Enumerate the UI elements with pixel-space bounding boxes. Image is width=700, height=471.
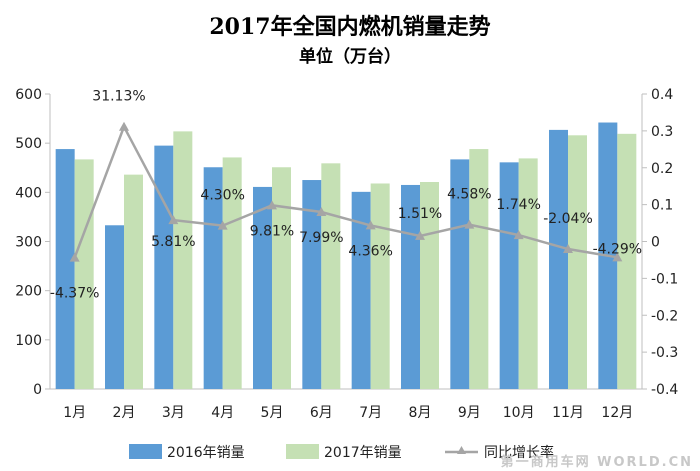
growth-label-12: -4.29%	[593, 241, 643, 257]
growth-label-3: 5.81%	[151, 234, 195, 250]
growth-label-10: 1.74%	[496, 197, 540, 213]
x-tick-label: 5月	[261, 405, 284, 421]
growth-label-2: 31.13%	[92, 89, 145, 105]
growth-marker-1	[69, 252, 80, 262]
legend-label-2016: 2016年销量	[167, 445, 245, 461]
x-tick-label: 7月	[359, 405, 382, 421]
y-tick-label-left: 200	[15, 284, 42, 300]
bar-2016-6	[302, 180, 322, 389]
y-tick-label-right: -0.2	[651, 308, 678, 324]
y-ticks-right: -0.4 -0.3 -0.2 -0.1 0 0.1 0.2 0.3 0.4	[642, 87, 678, 398]
growth-marker-10	[513, 230, 524, 240]
bar-2016-5	[253, 186, 272, 389]
chart-title: 2017年全国内燃机销量走势	[209, 14, 490, 40]
bar-2017-12	[617, 133, 637, 389]
growth-label-8: 1.51%	[398, 206, 442, 222]
growth-marker-2	[119, 121, 129, 131]
x-tick-label: 9月	[458, 405, 481, 421]
growth-label-9: 4.58%	[447, 187, 491, 203]
bar-2016-1	[55, 149, 75, 389]
growth-marker-8	[415, 230, 425, 240]
growth-label-11: -2.04%	[543, 211, 593, 227]
growth-label-6: 7.99%	[299, 230, 343, 246]
bar-2017-4	[222, 157, 242, 389]
y-tick-label-right: 0.2	[651, 161, 673, 177]
y-tick-label-right: -0.4	[651, 382, 678, 398]
growth-marker-3	[168, 215, 179, 225]
x-tick-label: 11月	[552, 405, 584, 421]
x-tick-label: 8月	[409, 405, 432, 421]
bar-2017-2	[124, 174, 143, 389]
bar-2017-10	[518, 158, 538, 389]
bar-2017-3	[173, 131, 193, 389]
growth-marker-5	[267, 200, 277, 210]
bar-2016-3	[154, 145, 174, 389]
growth-marker-7	[365, 220, 376, 230]
y-tick-label-left: 400	[15, 185, 42, 201]
bar-2016-4	[203, 167, 223, 389]
y-tick-label-left: 500	[15, 136, 42, 152]
growth-label-1: -4.37%	[50, 286, 100, 302]
legend-label-2017: 2017年销量	[324, 445, 402, 461]
growth-label-7: 4.36%	[348, 243, 392, 259]
legend: 2016年销量 2017年销量 同比增长率	[129, 444, 554, 461]
growth-marker-6	[316, 207, 327, 217]
chart-subtitle: 单位（万台）	[299, 46, 401, 67]
y-tick-label-right: 0.4	[651, 87, 673, 103]
x-tick-label: 4月	[211, 405, 234, 421]
bar-2017-5	[272, 167, 291, 389]
x-tick-label: 2月	[113, 405, 136, 421]
growth-label-5: 9.81%	[250, 223, 294, 239]
bar-2017-7	[370, 183, 390, 389]
y-tick-label-right: 0.1	[651, 198, 673, 214]
y-tick-label-left: 100	[15, 333, 42, 349]
bar-2017-1	[74, 159, 94, 389]
y-tick-label-right: 0	[651, 235, 660, 251]
legend-label-growth: 同比增长率	[484, 444, 554, 461]
x-tick-label: 12月	[601, 405, 633, 421]
x-ticks: 1月 2月 3月 4月 5月 6月 7月 8月 9月 10月 11月 12月	[63, 405, 633, 421]
bar-2016-10	[499, 162, 519, 389]
growth-line	[73, 123, 618, 259]
y-tick-label-left: 300	[15, 235, 42, 251]
x-tick-label: 6月	[310, 405, 333, 421]
bar-2017-11	[568, 135, 587, 389]
y-tick-label-right: -0.1	[651, 271, 678, 287]
bar-2016-2	[105, 225, 124, 389]
y-tick-label-left: 0	[33, 382, 42, 398]
bar-2017-9	[469, 149, 489, 389]
bar-2016-9	[450, 159, 470, 389]
growth-marker-12	[612, 252, 623, 262]
bar-2017-6	[321, 163, 341, 389]
y-tick-label-right: -0.3	[651, 345, 678, 361]
watermark: 第一商用车网 WORLD.CN	[501, 454, 693, 470]
x-tick-label: 3月	[162, 405, 185, 421]
growth-line-group: -4.37% 31.13% 5.81% 4.30% 9.81% 7.99% 4.36% 1.5…	[50, 89, 642, 302]
y-tick-label-right: 0.3	[651, 124, 673, 140]
legend-swatch-2017	[286, 444, 319, 459]
growth-label-4: 4.30%	[200, 188, 244, 204]
growth-marker-9	[464, 219, 475, 229]
x-tick-label: 10月	[503, 405, 535, 421]
growth-marker-11	[563, 244, 573, 254]
x-tick-label: 1月	[63, 405, 86, 421]
bar-2016-7	[351, 191, 371, 389]
y-tick-label-left: 600	[15, 87, 42, 103]
y-ticks-left: 0 100 200 300 400 500 600	[15, 87, 50, 398]
bar-2016-11	[549, 129, 568, 389]
legend-swatch-2016	[129, 444, 162, 459]
legend-triangle-marker	[457, 446, 466, 454]
growth-marker-4	[217, 220, 228, 230]
